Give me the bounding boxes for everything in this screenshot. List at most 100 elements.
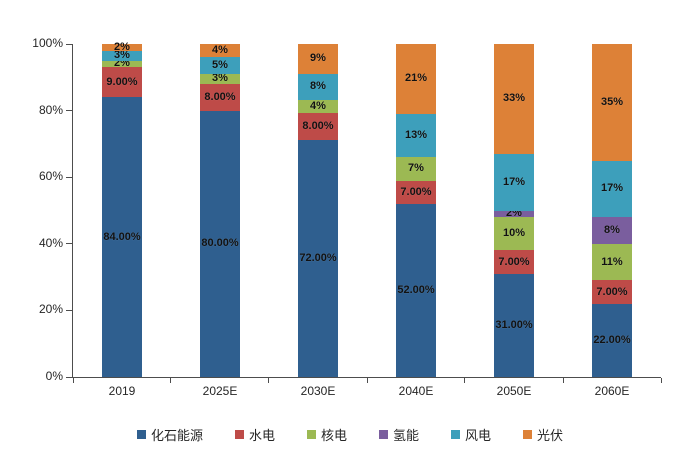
segment-label-solar-pv-2019: 2% [114, 40, 130, 53]
segment-solar-pv-2025E: 4% [200, 44, 240, 58]
y-axis-tick [66, 243, 73, 245]
x-axis-tick [366, 378, 368, 383]
x-axis-label-2040E: 2040E [398, 384, 434, 398]
y-axis-tick [66, 176, 73, 178]
segment-label-hydro-power-2030E: 8.00% [302, 119, 334, 132]
legend-item-wind-power: 风电 [451, 425, 491, 444]
segment-fossil-energy-2019: 84.00% [102, 97, 142, 377]
y-axis-tick [66, 43, 73, 45]
y-axis-tick [66, 309, 73, 311]
segment-solar-pv-2040E: 21% [396, 44, 436, 114]
segment-label-fossil-energy-2019: 84.00% [103, 230, 141, 243]
segment-fossil-energy-2030E: 72.00% [298, 139, 338, 377]
x-axis-label-2060E: 2060E [594, 384, 630, 398]
segment-label-fossil-energy-2060E: 22.00% [593, 333, 631, 346]
legend-marker-hydrogen-energy [379, 430, 388, 439]
legend-label-wind-power: 风电 [465, 428, 492, 443]
stacked-bar-2025E: 80.00% 8.00% 3% 5% 4% [200, 44, 240, 377]
segment-label-nuclear-power-2050E: 10% [502, 227, 526, 240]
legend-label-nuclear-power: 核电 [320, 428, 347, 443]
x-axis-tick [464, 378, 466, 383]
segment-label-fossil-energy-2030E: 72.00% [299, 251, 337, 264]
segment-label-solar-pv-2040E: 21% [404, 72, 428, 85]
legend-marker-solar-pv [523, 430, 533, 439]
segment-hydro-power-2025E: 8.00% [200, 83, 240, 111]
segment-label-hydrogen-energy-2060E: 8% [604, 224, 620, 236]
segment-wind-power-2030E: 8% [298, 73, 338, 101]
segment-label-hydro-power-2025E: 8.00% [204, 90, 236, 103]
segment-label-hydro-power-2040E: 7.00% [400, 185, 432, 198]
segment-nuclear-power-2025E: 3% [200, 72, 240, 85]
legend-marker-hydro-power [234, 430, 244, 439]
stacked-bar-2040E: 52.00% 7.00% 7% 13% 21% [396, 44, 436, 377]
y-axis-label: 60% [38, 169, 63, 184]
y-axis-tick [66, 110, 73, 112]
x-axis-tick [660, 378, 662, 383]
segment-hydro-power-2019: 9.00% [102, 67, 142, 98]
bar-column-2030E: 72.00% 8.00% 4% 8% 9% 2030E [269, 44, 367, 398]
segment-label-nuclear-power-2060E: 11% [601, 255, 623, 268]
bar-columns: 84.00% 9.00% 2% 3% 2% 2019 80.00% 8.00% 3% 5% 4% 20… [73, 40, 661, 398]
bar-column-2025E: 80.00% 8.00% 3% 5% 4% 2025E [171, 44, 269, 398]
legend-item-solar-pv: 光伏 [523, 425, 563, 444]
segment-label-hydrogen-energy-2050E: 2% [506, 207, 522, 220]
legend-item-nuclear-power: 核电 [306, 425, 347, 444]
segment-nuclear-power-2060E: 11% [592, 243, 632, 281]
legend-label-hydrogen-energy: 氢能 [393, 428, 420, 443]
segment-nuclear-power-2030E: 4% [298, 100, 338, 114]
segment-label-solar-pv-2025E: 4% [212, 44, 228, 57]
segment-label-solar-pv-2050E: 33% [502, 92, 526, 105]
legend-label-solar-pv: 光伏 [537, 428, 564, 443]
segment-fossil-energy-2050E: 31.00% [494, 273, 534, 377]
segment-wind-power-2060E: 17% [592, 160, 632, 218]
y-axis-label: 100% [32, 36, 63, 50]
segment-label-wind-power-2040E: 13% [404, 129, 428, 142]
segment-label-wind-power-2019: 3% [114, 49, 130, 62]
x-axis-tick [562, 378, 564, 383]
segment-label-nuclear-power-2040E: 7% [408, 162, 424, 175]
x-axis-label-2025E: 2025E [202, 384, 238, 398]
segment-label-wind-power-2025E: 5% [212, 59, 228, 72]
bar-column-2050E: 31.00% 7.00% 10% 2% 17% 33% 2050E [465, 44, 563, 398]
segment-nuclear-power-2050E: 10% [494, 217, 534, 251]
y-axis-tick [66, 376, 73, 378]
x-axis-tick [170, 378, 172, 383]
segment-label-nuclear-power-2030E: 4% [310, 100, 326, 113]
segment-solar-pv-2030E: 9% [298, 44, 338, 74]
y-axis-label: 20% [38, 302, 63, 317]
segment-wind-power-2025E: 5% [200, 57, 240, 74]
segment-label-hydro-power-2060E: 7.00% [596, 285, 628, 298]
x-axis-label-2050E: 2050E [496, 384, 532, 398]
x-axis-label-2030E: 2030E [300, 384, 336, 398]
bar-column-2060E: 22.00% 7.00% 11% 8% 17% 35% 2060E [563, 44, 661, 398]
legend: 化石能源 水电 核电 氢能 风电 光伏 [0, 425, 700, 444]
stacked-bar-2060E: 22.00% 7.00% 11% 8% 17% 35% [592, 44, 632, 377]
segment-nuclear-power-2019: 2% [102, 57, 142, 70]
segment-wind-power-2019: 3% [102, 49, 142, 62]
x-axis-tick [268, 378, 270, 383]
segment-hydro-power-2040E: 7.00% [396, 180, 436, 204]
bar-column-2040E: 52.00% 7.00% 7% 13% 21% 2040E [367, 44, 465, 398]
segment-nuclear-power-2040E: 7% [396, 157, 436, 181]
segment-label-wind-power-2030E: 8% [310, 80, 326, 93]
stacked-bar-2019: 84.00% 9.00% 2% 3% 2% [102, 40, 142, 377]
segment-hydrogen-energy-2060E: 8% [592, 217, 632, 244]
legend-item-fossil-energy: 化石能源 [136, 425, 203, 444]
segment-fossil-energy-2040E: 52.00% [396, 203, 436, 377]
segment-label-hydro-power-2019: 9.00% [106, 75, 138, 88]
y-axis-label: 80% [38, 102, 63, 117]
legend-label-fossil-energy: 化石能源 [150, 428, 203, 443]
segment-solar-pv-2050E: 33% [494, 44, 534, 154]
segment-label-wind-power-2060E: 17% [600, 182, 624, 195]
segment-label-nuclear-power-2019: 2% [114, 57, 130, 70]
segment-label-solar-pv-2060E: 35% [600, 95, 624, 108]
segment-label-nuclear-power-2025E: 3% [212, 72, 228, 85]
segment-label-fossil-energy-2025E: 80.00% [201, 237, 239, 250]
segment-label-fossil-energy-2050E: 31.00% [495, 318, 533, 331]
segment-fossil-energy-2060E: 22.00% [592, 303, 632, 377]
segment-hydro-power-2030E: 8.00% [298, 113, 338, 140]
y-axis-label: 0% [45, 369, 63, 383]
segment-fossil-energy-2025E: 80.00% [200, 110, 240, 377]
segment-wind-power-2050E: 17% [494, 153, 534, 211]
